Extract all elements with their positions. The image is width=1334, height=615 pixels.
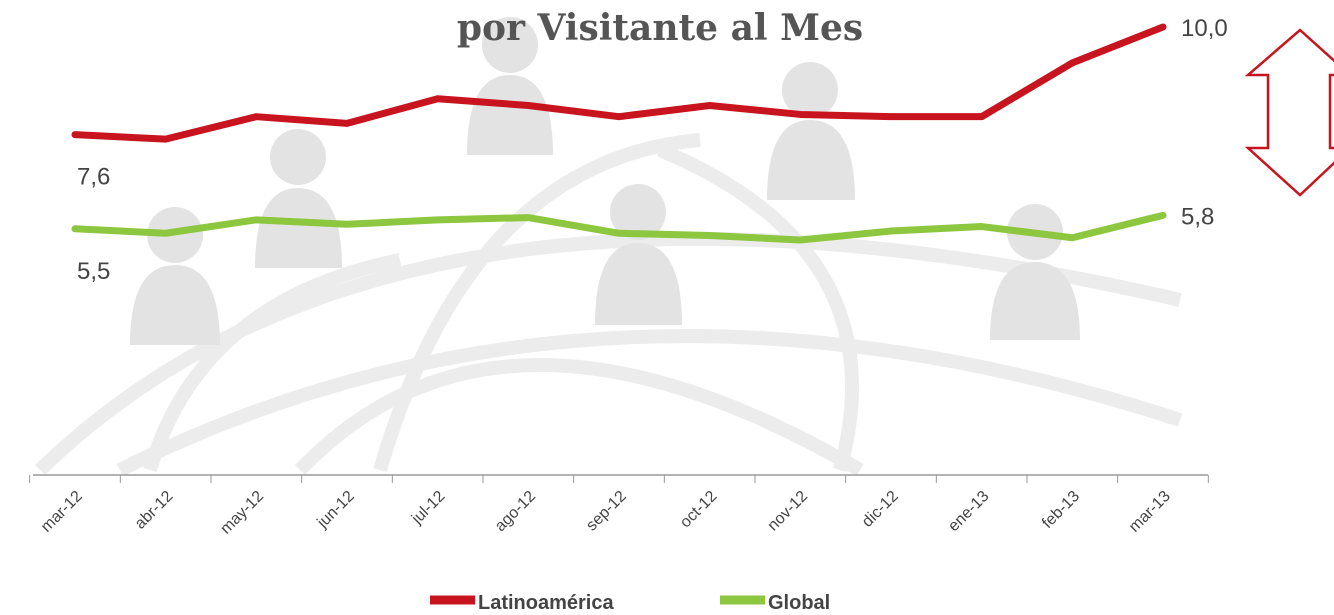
data-label: 5,5: [77, 258, 110, 285]
x-tick-label: ene-13: [945, 488, 992, 535]
chart-title: por Visitante al Mes: [457, 7, 863, 49]
x-tick-label: jul-12: [408, 488, 448, 528]
x-tick-label: mar-12: [38, 488, 86, 536]
x-tick-label: sep-12: [583, 488, 630, 535]
data-label: 5,8: [1181, 203, 1214, 230]
series-line: [71, 23, 1167, 143]
x-tick-label: feb-13: [1039, 488, 1083, 532]
x-tick-label: jun-12: [314, 488, 358, 532]
data-label: 7,6: [77, 164, 110, 191]
data-label: 10,0: [1181, 15, 1228, 42]
legend-label: Global: [768, 592, 830, 614]
legend-label: Latinoamérica: [478, 592, 614, 614]
series-line: [71, 211, 1167, 244]
x-tick-label: mar-13: [1126, 488, 1174, 536]
background-illustration: [35, 17, 1183, 477]
x-tick-label: nov-12: [765, 488, 812, 535]
x-tick-label: abr-12: [132, 488, 177, 533]
x-tick-label: may-12: [217, 488, 267, 538]
double-arrow: [1244, 28, 1334, 197]
x-tick-label: oct-12: [677, 488, 721, 532]
x-tick-label: ago-12: [492, 488, 539, 535]
x-tick-label: dic-12: [859, 488, 902, 531]
